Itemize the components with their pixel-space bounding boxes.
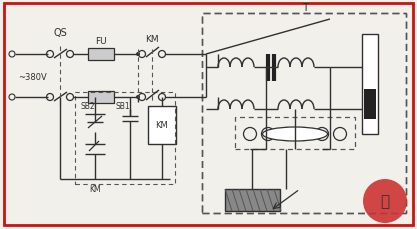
Bar (235, 117, 355, 149)
Bar (362, 35, 378, 134)
Bar (225, 189, 280, 211)
Bar (88, 49, 114, 61)
Bar (202, 14, 406, 213)
Circle shape (136, 53, 140, 57)
Bar (364, 90, 376, 120)
Circle shape (136, 95, 140, 100)
Bar (202, 14, 406, 213)
Text: KM: KM (89, 185, 101, 194)
Bar (148, 106, 176, 144)
Text: QS: QS (53, 28, 67, 38)
Bar (88, 92, 114, 104)
Ellipse shape (262, 128, 327, 141)
Text: ~380V: ~380V (18, 72, 47, 81)
Text: KM: KM (156, 121, 168, 130)
Text: KM: KM (145, 35, 159, 44)
Circle shape (363, 179, 407, 223)
Text: FU: FU (95, 37, 107, 46)
Text: 🐻: 🐻 (380, 194, 389, 209)
Bar (75, 93, 175, 184)
Text: T: T (302, 3, 308, 13)
Text: SB2: SB2 (81, 102, 95, 111)
Text: SB1: SB1 (116, 102, 131, 111)
